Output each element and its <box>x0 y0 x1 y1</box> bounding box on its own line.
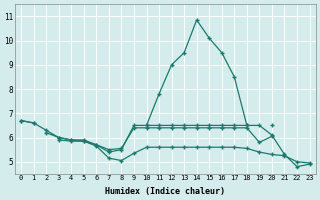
X-axis label: Humidex (Indice chaleur): Humidex (Indice chaleur) <box>105 187 225 196</box>
